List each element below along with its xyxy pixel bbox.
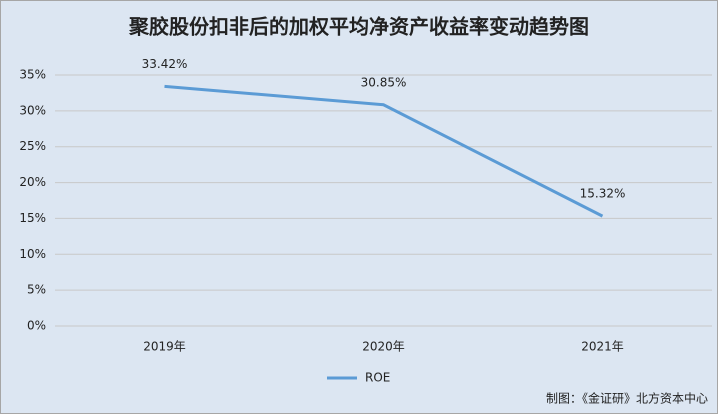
data-label: 30.85% xyxy=(361,75,407,89)
y-tick-label: 20% xyxy=(19,175,46,189)
x-tick-label: 2020年 xyxy=(362,340,405,354)
data-label: 15.32% xyxy=(580,187,626,201)
y-tick-label: 25% xyxy=(19,139,46,153)
y-tick-label: 35% xyxy=(19,68,46,82)
x-tick-label: 2021年 xyxy=(581,340,624,354)
source-note: 制图：《金证研》北方资本中心 xyxy=(546,391,708,406)
y-tick-label: 30% xyxy=(19,103,46,117)
y-tick-label: 10% xyxy=(19,247,46,261)
legend-label: ROE xyxy=(365,371,390,385)
x-tick-label: 2019年 xyxy=(143,340,186,354)
y-tick-label: 5% xyxy=(27,283,46,297)
chart-title: 聚胶股份扣非后的加权平均净资产收益率变动趋势图 xyxy=(128,15,589,39)
y-tick-label: 15% xyxy=(19,211,46,225)
data-label: 33.42% xyxy=(142,57,188,71)
series-line xyxy=(164,84,604,218)
y-tick-label: 0% xyxy=(27,319,46,333)
